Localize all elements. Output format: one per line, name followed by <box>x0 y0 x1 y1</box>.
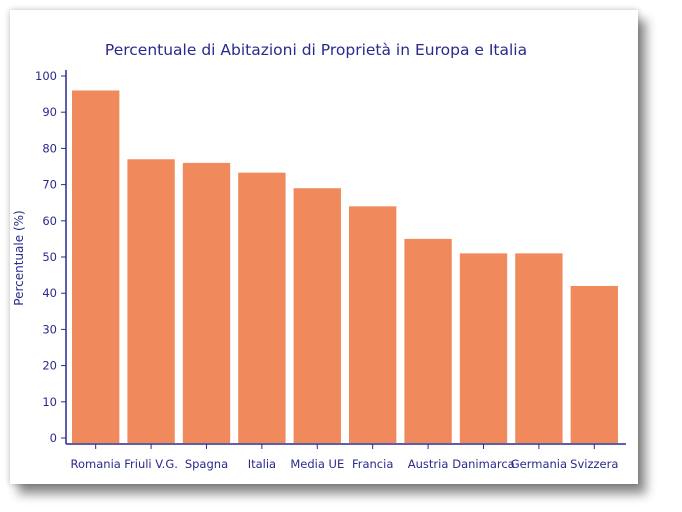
x-tick-label: Italia <box>248 457 276 471</box>
y-tick-label: 70 <box>42 178 57 192</box>
bar <box>127 159 175 443</box>
bar <box>404 238 452 443</box>
bar <box>459 253 508 443</box>
x-tick-label: Spagna <box>185 457 228 471</box>
x-tick-label: Austria <box>408 457 449 471</box>
y-axis-label: Percentuale (%) <box>12 210 26 305</box>
bar <box>238 172 286 444</box>
y-tick-label: 0 <box>50 431 57 445</box>
bar <box>515 253 563 443</box>
x-tick-label: Romania <box>71 457 121 471</box>
y-tick-label: 10 <box>42 395 57 409</box>
x-tick-label: Germania <box>511 457 567 471</box>
chart-title: Percentuale di Abitazioni di Proprietà i… <box>105 41 527 59</box>
x-categories: Romania Friuli V.G. Spagna Italia Media UE Fr… <box>71 444 618 471</box>
y-tick-label: 20 <box>42 359 57 373</box>
x-tick-label: Media UE <box>290 457 344 471</box>
x-tick-label: Francia <box>352 457 393 471</box>
bar <box>182 162 231 443</box>
bar <box>293 188 341 443</box>
x-tick-label: Danimarca <box>452 457 514 471</box>
y-ticks: 0 10 20 30 40 50 60 70 80 90 100 <box>35 69 66 445</box>
bar <box>72 90 120 443</box>
y-tick-label: 90 <box>42 105 57 119</box>
bar <box>349 206 397 443</box>
x-tick-label: Friuli V.G. <box>124 457 178 471</box>
y-tick-label: 50 <box>42 250 57 264</box>
y-tick-label: 60 <box>42 214 57 228</box>
y-tick-label: 30 <box>42 322 57 336</box>
bar <box>570 285 618 443</box>
bars <box>72 90 618 444</box>
y-tick-label: 80 <box>42 141 57 155</box>
y-tick-label: 40 <box>42 286 57 300</box>
x-tick-label: Svizzera <box>570 457 618 471</box>
y-tick-label: 100 <box>35 69 57 83</box>
